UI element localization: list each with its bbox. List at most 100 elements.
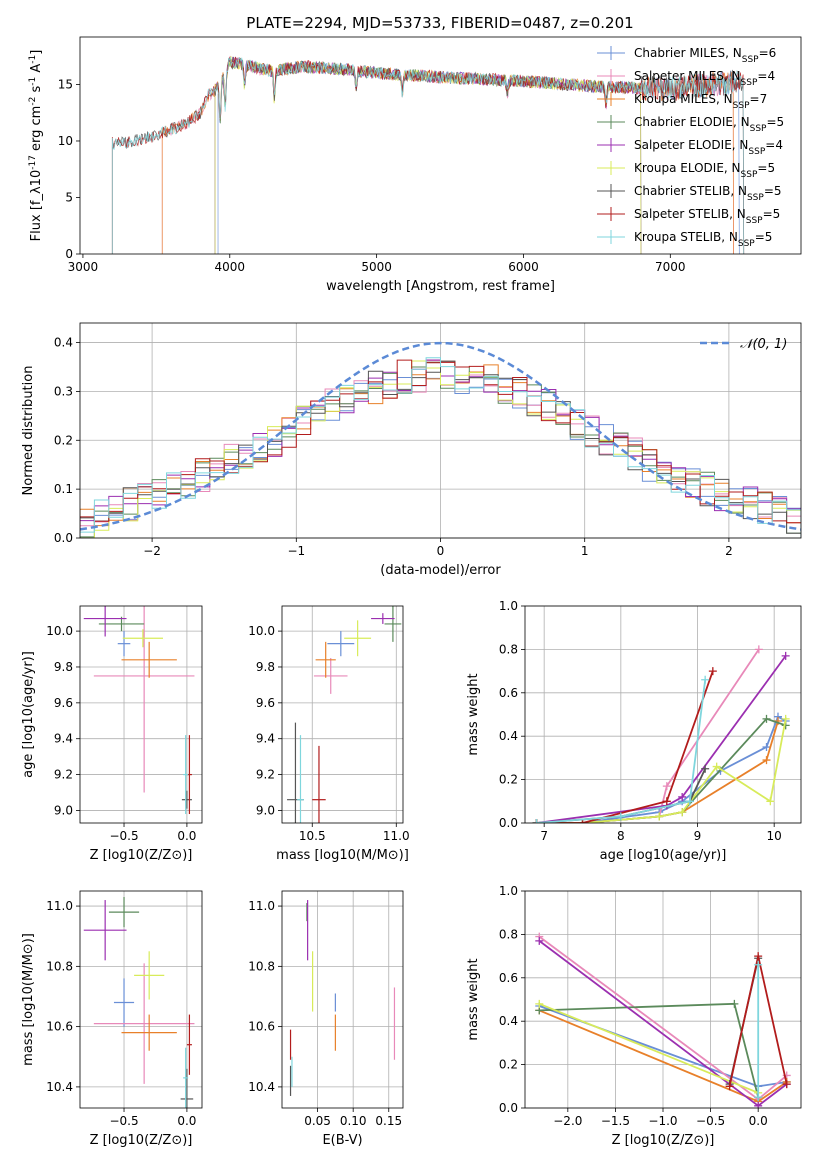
tick-label-x: 10 (767, 829, 782, 843)
frame-spectrum (79, 36, 802, 255)
spectrum-line (111, 56, 745, 254)
weight-marker (762, 743, 771, 752)
tick-label-y: 0.0 (54, 531, 73, 545)
tick-label-y: 10.4 (248, 1080, 275, 1094)
weight-marker (766, 797, 775, 806)
weight-marker (725, 1082, 734, 1091)
tick-label-y: 9.6 (54, 696, 73, 710)
plot-area-mass-vs-z (83, 897, 195, 1108)
ylabel-mass-vs-z: mass [log10(M/M⊙)] (21, 933, 36, 1066)
ylabel-mass-weight-vs-age: mass weight (466, 673, 481, 755)
weight-marker (712, 762, 721, 771)
tick-label-x: 11.0 (383, 829, 410, 843)
weight-marker (532, 819, 541, 823)
tick-label-y: 0.8 (499, 927, 518, 941)
tick-label-x: −0.5 (696, 1114, 725, 1128)
axes-mass-vs-z: −0.5 0.0 10.4 10.6 10.8 11.0 Z [log10(Z/Z⊙)] ma… (21, 890, 203, 1148)
grid-mass-weight-vs-z (525, 890, 801, 1109)
tick-label-y: 10 (58, 134, 73, 148)
weight-marker (701, 764, 710, 773)
tick-label-y: 9.8 (54, 660, 73, 674)
tick-label-y: 0.6 (499, 686, 518, 700)
tick-label-y: 0.0 (499, 1101, 518, 1115)
tick-label-y: 5 (65, 190, 73, 204)
tick-label-y: 0.6 (499, 971, 518, 985)
weight-marker (762, 714, 771, 723)
tick-label-y: 9.4 (256, 732, 275, 746)
weight-marker (535, 999, 544, 1008)
tick-label-x: 4000 (215, 260, 246, 274)
tick-label-x: 5000 (361, 260, 392, 274)
tick-label-y: 0.2 (499, 1058, 518, 1072)
frame-mass-vs-z (79, 890, 203, 1109)
weight-marker (762, 756, 771, 765)
plot-area-mass-weight-vs-age (532, 645, 790, 823)
weight-line (536, 670, 714, 823)
tick-label-y: 9.0 (256, 803, 275, 817)
weight-marker (655, 812, 664, 821)
tick-label-x: −1 (287, 544, 305, 558)
tick-label-x: 0.0 (749, 1114, 768, 1128)
weight-marker (754, 960, 763, 969)
tick-label-x: −2 (143, 544, 161, 558)
frame-residuals (79, 322, 802, 539)
spectrum-legend: Chabrier MILES, NSSP=6 Salpeter MILES, NS… (597, 46, 784, 249)
tick-label-x: 10.5 (299, 829, 326, 843)
plot-area-spectrum (111, 55, 745, 254)
tick-label-x: 7000 (655, 260, 686, 274)
xlabel-age-vs-z: Z [log10(Z/Z⊙)] (90, 848, 193, 863)
frame-mass-vs-ebv (281, 890, 404, 1109)
tick-label-y: 10.4 (46, 1080, 73, 1094)
tick-label-y: 1.0 (499, 884, 518, 898)
weight-marker (754, 952, 763, 961)
weight-marker (662, 797, 671, 806)
legend-entry: Salpeter ELODIE, NSSP=4 (634, 138, 783, 157)
plot-area-age-vs-z (83, 606, 195, 815)
tick-label-x: −1.0 (648, 1114, 677, 1128)
weight-marker (781, 714, 790, 723)
tick-label-y: 10.8 (46, 959, 73, 973)
weight-marker (678, 792, 687, 801)
grid-mass-vs-z (80, 891, 202, 1108)
tick-label-y: 11.0 (248, 899, 275, 913)
weight-marker (678, 808, 687, 817)
xlabel-mass-vs-z: Z [log10(Z/Z⊙)] (90, 1133, 193, 1148)
tick-label-y: 0.3 (54, 384, 73, 398)
weight-marker (754, 1101, 763, 1108)
tick-label-y: 10.0 (46, 624, 73, 638)
frame-age-vs-mass (281, 605, 404, 824)
legend-entry: Kroupa MILES, NSSP=7 (634, 92, 767, 111)
weight-marker (535, 936, 544, 945)
legend-entry: Chabrier ELODIE, NSSP=5 (634, 115, 784, 134)
frame-mass-weight-vs-age (524, 605, 802, 824)
ylabel-residuals: Normed distribution (21, 366, 36, 496)
plot-area-age-vs-mass (287, 606, 402, 823)
axes-age-vs-z: −0.5 0.0 9.0 9.2 9.4 9.6 9.8 10.0 Z [log10(Z/Z⊙)… (21, 605, 203, 863)
weight-line (536, 679, 707, 823)
tick-label-x: 6000 (508, 260, 539, 274)
tick-label-x: −1.5 (601, 1114, 630, 1128)
tick-label-x: 2 (725, 544, 733, 558)
tick-label-x: 0.05 (304, 1114, 331, 1128)
weight-marker (685, 797, 694, 806)
tick-label-y: 10.6 (46, 1020, 73, 1034)
legend-entry: Salpeter MILES, NSSP=4 (634, 69, 775, 88)
grid-mass-vs-ebv (282, 891, 403, 1108)
ylabel-mass-weight-vs-z: mass weight (466, 958, 481, 1040)
plot-area-residuals (80, 341, 801, 538)
tick-label-y: 11.0 (46, 899, 73, 913)
grid-mass-weight-vs-age (525, 605, 801, 824)
weight-marker (754, 1093, 763, 1102)
tick-label-x: 0.10 (340, 1114, 367, 1128)
weight-marker (708, 667, 717, 676)
tick-label-x: 0.0 (177, 1114, 196, 1128)
tick-label-y: 10.0 (248, 624, 275, 638)
tick-label-y: 0.0 (499, 816, 518, 830)
xlabel-mass-vs-ebv: E(B-V) (322, 1133, 362, 1148)
weight-marker (701, 675, 710, 684)
legend-entry: Salpeter STELIB, NSSP=5 (634, 207, 780, 226)
tick-label-x: 8 (617, 829, 625, 843)
axes-age-vs-mass: 10.5 11.0 9.0 9.2 9.4 9.6 9.8 10.0 mass [log10(M… (248, 605, 410, 863)
axes-mass-weight-vs-z: −2.0 −1.5 −1.0 −0.5 0.0 0.0 0.2 0.4 0.6 0.8 1.0 Z [… (466, 884, 802, 1148)
